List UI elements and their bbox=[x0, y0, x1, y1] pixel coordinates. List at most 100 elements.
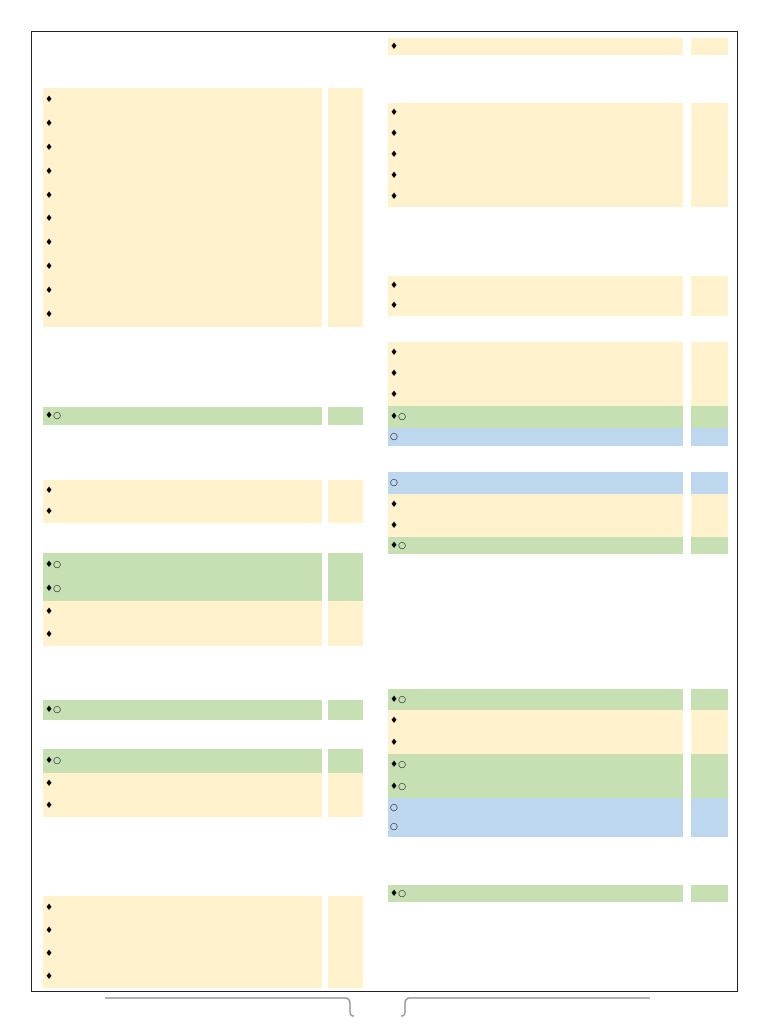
row-marker: ○ bbox=[390, 432, 398, 442]
side-block bbox=[328, 480, 363, 523]
highlight-block: ♦ ♦ bbox=[43, 601, 322, 646]
row-marker: ♦ bbox=[45, 166, 54, 177]
highlight-block: ♦○ bbox=[43, 749, 322, 773]
highlight-block: ♦ ♦ ♦ bbox=[388, 342, 683, 406]
side-block bbox=[328, 773, 363, 817]
row-marker: ♦ bbox=[45, 971, 54, 982]
highlight-block: ♦ ♦ bbox=[43, 480, 322, 523]
row-marker: ♦ bbox=[45, 801, 54, 811]
side-block bbox=[691, 342, 728, 406]
row-marker: ♦○ bbox=[390, 782, 406, 792]
row-marker: ♦ bbox=[45, 142, 54, 153]
highlight-block: ♦ ♦ ♦ ♦ bbox=[43, 896, 322, 988]
row-marker: ♦ bbox=[45, 190, 54, 201]
row-marker: ♦○ bbox=[390, 412, 406, 422]
row-marker: ♦○ bbox=[45, 756, 61, 766]
row-marker: ♦ bbox=[390, 716, 399, 726]
row-marker: ♦ bbox=[45, 925, 54, 936]
highlight-block: ♦ ♦ bbox=[388, 276, 683, 316]
row-marker: ♦ bbox=[45, 286, 54, 297]
row-marker: ♦ bbox=[45, 902, 54, 913]
page-border bbox=[31, 31, 738, 992]
highlight-block: ♦○ bbox=[388, 689, 683, 710]
row-marker: ♦ bbox=[45, 118, 54, 129]
row-marker: ♦ bbox=[390, 129, 399, 140]
row-marker: ♦○ bbox=[390, 760, 406, 770]
highlight-block: ♦ ♦ ♦ ♦ ♦ bbox=[388, 103, 683, 207]
row-marker: ♦ bbox=[45, 94, 54, 105]
highlight-block: ♦○ ♦○ bbox=[43, 553, 322, 601]
row-marker: ♦○ bbox=[45, 560, 61, 570]
side-block bbox=[691, 38, 728, 55]
side-block bbox=[328, 88, 363, 327]
highlight-block: ○ bbox=[388, 472, 683, 494]
row-marker: ♦ bbox=[390, 347, 399, 358]
footer-bracket-right bbox=[400, 997, 650, 1017]
side-block bbox=[691, 754, 728, 798]
row-marker: ♦○ bbox=[390, 694, 406, 705]
highlight-block: ♦ ♦ bbox=[388, 710, 683, 754]
highlight-block: ♦○ ♦○ bbox=[388, 754, 683, 798]
side-block bbox=[691, 276, 728, 316]
row-marker: ♦ bbox=[390, 170, 399, 181]
row-marker: ♦ bbox=[45, 262, 54, 273]
row-marker: ♦○ bbox=[390, 888, 406, 899]
side-block bbox=[691, 103, 728, 207]
row-marker: ♦ bbox=[45, 310, 54, 321]
row-marker: ♦○ bbox=[45, 411, 61, 421]
row-marker: ♦ bbox=[45, 607, 54, 618]
row-marker: ○ bbox=[390, 478, 398, 488]
row-marker: ○ bbox=[390, 822, 398, 833]
footer-bracket-left bbox=[105, 997, 355, 1017]
side-block bbox=[328, 700, 363, 720]
row-marker: ♦ bbox=[45, 507, 54, 518]
footer-decoration bbox=[105, 997, 650, 1017]
highlight-block: ♦○ bbox=[43, 700, 322, 720]
side-block bbox=[691, 885, 728, 902]
side-block bbox=[691, 689, 728, 710]
row-marker: ○ bbox=[390, 802, 398, 813]
row-marker: ♦ bbox=[390, 150, 399, 160]
row-marker: ♦ bbox=[45, 214, 54, 225]
side-block bbox=[691, 428, 728, 446]
row-marker: ♦ bbox=[45, 629, 54, 640]
side-block bbox=[691, 798, 728, 837]
side-block bbox=[691, 710, 728, 754]
row-marker: ♦○ bbox=[390, 540, 406, 551]
highlight-block: ♦○ bbox=[388, 537, 683, 554]
row-marker: ♦○ bbox=[45, 584, 61, 594]
highlight-block: ♦○ bbox=[388, 406, 683, 428]
row-marker: ♦ bbox=[45, 238, 54, 249]
highlight-block: ♦○ bbox=[388, 885, 683, 902]
side-block bbox=[691, 406, 728, 428]
side-block bbox=[691, 472, 728, 494]
row-marker: ♦ bbox=[390, 281, 399, 291]
side-block bbox=[328, 749, 363, 773]
highlight-block: ♦○ bbox=[43, 407, 322, 425]
side-block bbox=[328, 407, 363, 425]
row-marker: ♦ bbox=[390, 499, 399, 510]
row-marker: ♦ bbox=[390, 369, 399, 379]
row-marker: ♦ bbox=[390, 301, 399, 311]
row-marker: ♦ bbox=[45, 779, 54, 789]
row-marker: ♦ bbox=[45, 485, 54, 496]
highlight-block: ♦ ♦ bbox=[43, 773, 322, 817]
row-marker: ♦ bbox=[390, 191, 399, 202]
highlight-block: ♦ ♦ ♦ ♦ ♦ ♦ ♦ ♦ ♦ ♦ bbox=[43, 88, 322, 327]
row-marker: ♦ bbox=[390, 41, 399, 52]
row-marker: ♦ bbox=[390, 108, 399, 119]
row-marker: ♦○ bbox=[45, 705, 61, 715]
side-block bbox=[691, 537, 728, 554]
highlight-block: ○ ○ bbox=[388, 798, 683, 837]
side-block bbox=[328, 553, 363, 601]
highlight-block: ♦ bbox=[388, 38, 683, 55]
highlight-block: ♦ ♦ bbox=[388, 494, 683, 537]
row-marker: ♦ bbox=[390, 390, 399, 401]
side-block bbox=[328, 896, 363, 988]
row-marker: ♦ bbox=[390, 521, 399, 532]
side-block bbox=[328, 601, 363, 646]
side-block bbox=[691, 494, 728, 537]
highlight-block: ○ bbox=[388, 428, 683, 446]
row-marker: ♦ bbox=[45, 948, 54, 959]
